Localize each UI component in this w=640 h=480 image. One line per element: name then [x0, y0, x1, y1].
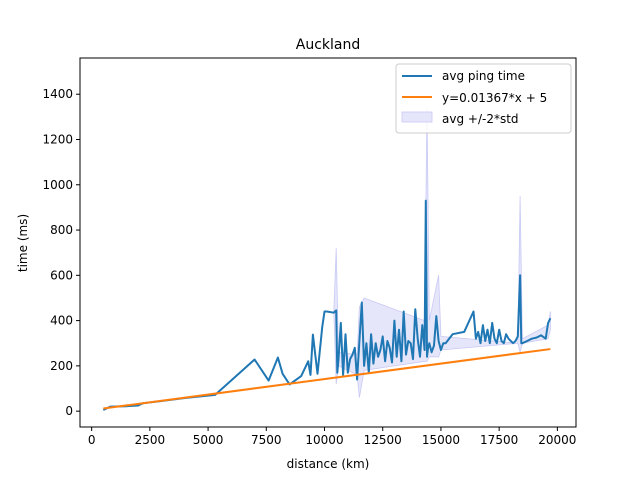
y-axis-label: time (ms) — [16, 214, 30, 272]
x-tick-label: 7500 — [251, 433, 282, 447]
std-band-area — [333, 107, 551, 398]
avg-ping-time-line — [102, 199, 552, 411]
y-tick-label: 0 — [65, 404, 73, 418]
y-axis-ticks: 0 200 400 600 800 1000 1200 1400 — [42, 87, 80, 418]
legend-band-swatch — [401, 111, 433, 123]
legend-band-label: avg +/-2*std — [442, 112, 519, 126]
x-tick-label: 20000 — [538, 433, 576, 447]
x-tick-label: 17500 — [480, 433, 518, 447]
y-tick-label: 1000 — [42, 178, 73, 192]
plot-frame — [79, 57, 577, 428]
x-tick-label: 0 — [88, 433, 96, 447]
x-axis-ticks: 0 2500 5000 7500 10000 12500 15000 17500 20000 — [88, 427, 576, 447]
x-tick-label: 2500 — [135, 433, 166, 447]
legend-fit-label: y=0.01367*x + 5 — [442, 91, 547, 105]
plot-area — [102, 107, 552, 411]
y-tick-label: 800 — [50, 223, 73, 237]
y-tick-label: 400 — [50, 314, 73, 328]
y-tick-label: 1400 — [42, 87, 73, 101]
chart-title: Auckland — [296, 37, 360, 53]
x-tick-label: 12500 — [364, 433, 402, 447]
legend-box — [395, 63, 572, 134]
legend: avg ping time y=0.01367*x + 5 avg +/-2*s… — [395, 63, 572, 134]
x-tick-label: 15000 — [422, 433, 460, 447]
fit-line — [103, 348, 551, 410]
x-tick-label: 5000 — [193, 433, 224, 447]
legend-avg-label: avg ping time — [442, 69, 525, 83]
y-tick-label: 600 — [50, 268, 73, 282]
y-tick-label: 200 — [50, 359, 73, 373]
x-tick-label: 10000 — [305, 433, 343, 447]
y-tick-label: 1200 — [42, 132, 73, 146]
x-axis-label: distance (km) — [287, 457, 370, 471]
